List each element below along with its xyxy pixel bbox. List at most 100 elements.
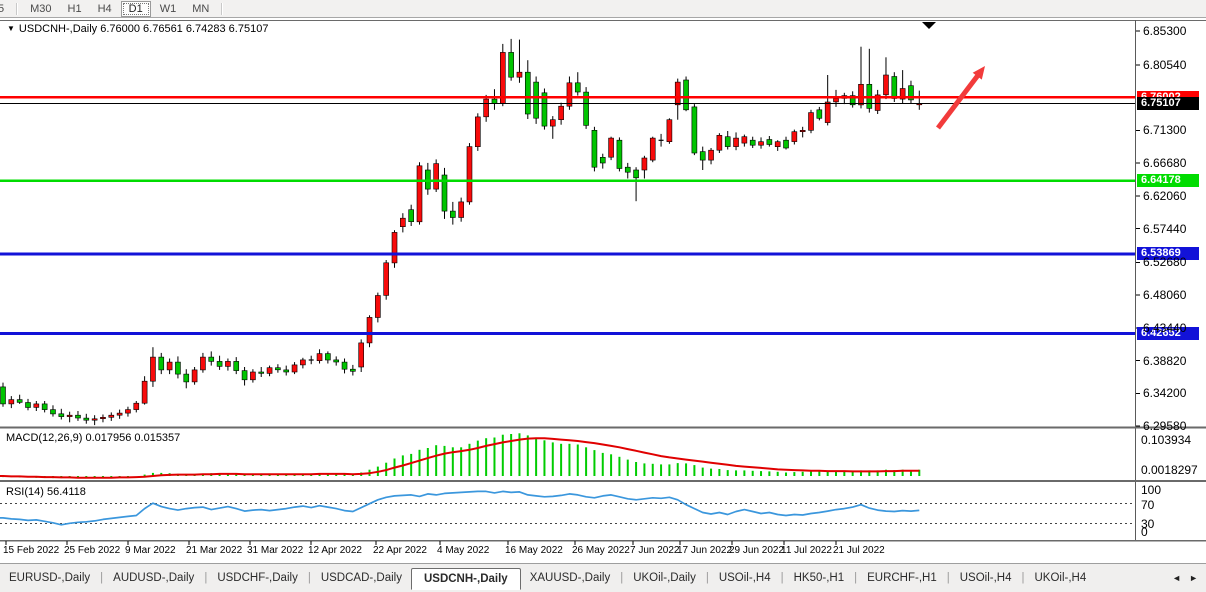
- candle-down: [58, 413, 65, 417]
- tab-separator: |: [1021, 572, 1025, 584]
- candle-down: [683, 79, 689, 111]
- tab-usdcnh-daily[interactable]: USDCNH-,Daily: [410, 567, 521, 590]
- candle-down: [333, 359, 340, 363]
- timeframe-button-5[interactable]: 5: [0, 2, 11, 16]
- candle-up: [266, 367, 273, 374]
- candle-up: [716, 135, 723, 151]
- timeframe-button-h1[interactable]: H1: [67, 2, 82, 15]
- symbol-tab-bar: EURUSD-,Daily | AUDUSD-,Daily | USDCHF-,Dail…: [0, 563, 1206, 592]
- tab-ukoil-daily[interactable]: UKOil-,Daily: [633, 572, 696, 584]
- candle-down: [524, 71, 531, 115]
- candle-down: [599, 157, 606, 164]
- tab-usdcad-daily[interactable]: USDCAD-,Daily: [320, 572, 402, 584]
- candle-up: [608, 137, 614, 158]
- tab-separator: |: [204, 572, 208, 584]
- candle-up: [649, 137, 656, 161]
- candle-down: [275, 367, 281, 371]
- timeframe-button-h4[interactable]: H4: [97, 2, 112, 15]
- candle-up: [91, 418, 98, 421]
- candle-down: [633, 169, 639, 179]
- tab-usoil-h4[interactable]: USOil-,H4: [718, 572, 771, 584]
- tab-scroll-right-icon[interactable]: ►: [1189, 573, 1198, 583]
- candle-up: [125, 409, 131, 414]
- tab-eurchf-h1[interactable]: EURCHF-,H1: [867, 572, 937, 584]
- tab-separator: |: [780, 572, 784, 584]
- candle-up: [475, 116, 481, 148]
- candle-up: [375, 295, 381, 318]
- tab-separator: |: [100, 572, 104, 584]
- candle-down: [491, 98, 498, 104]
- timeframe-button-d1[interactable]: D1: [120, 0, 151, 17]
- candle-up: [799, 130, 806, 133]
- candle-down: [533, 81, 539, 119]
- candle-up: [566, 82, 573, 107]
- candle-down: [183, 373, 190, 383]
- candle-up: [483, 98, 489, 118]
- candle-up: [416, 165, 423, 223]
- toolbar-separator: [16, 2, 19, 15]
- candle-up: [8, 399, 15, 405]
- object-anchor-marker-icon: [922, 22, 936, 29]
- candle-down: [574, 82, 581, 93]
- timeframe-button-w1[interactable]: W1: [159, 2, 177, 15]
- candle-up: [33, 403, 40, 408]
- trend-arrow-head[interactable]: [972, 66, 985, 80]
- candle-down: [341, 361, 348, 370]
- candle-down: [441, 174, 448, 212]
- candle-up: [874, 94, 881, 111]
- candle-up: [358, 342, 364, 368]
- tab-scroll-left-icon[interactable]: ◄: [1172, 573, 1182, 583]
- candle-up: [858, 84, 864, 106]
- candle-down: [208, 356, 215, 362]
- tab-hk50-h1[interactable]: HK50-,H1: [793, 572, 845, 584]
- candle-up: [674, 81, 681, 106]
- tab-usdchf-daily[interactable]: USDCHF-,Daily: [217, 572, 298, 584]
- candle-up: [899, 88, 906, 100]
- candle-up: [108, 414, 115, 418]
- candle-down: [75, 414, 81, 419]
- candle-up: [466, 146, 473, 203]
- candle-down: [0, 386, 6, 405]
- candle-up: [741, 136, 748, 144]
- candle-up: [791, 131, 798, 142]
- candle-up: [391, 232, 398, 264]
- tab-separator: |: [620, 572, 624, 584]
- candle-down: [408, 209, 414, 222]
- tab-xauusd-daily[interactable]: XAUUSD-,Daily: [529, 572, 611, 584]
- candle-down: [849, 95, 856, 106]
- candle-down: [541, 92, 548, 127]
- candle-down: [616, 139, 623, 169]
- candle-up: [116, 412, 123, 416]
- candle-down: [591, 130, 598, 168]
- candle-down: [216, 361, 223, 367]
- tab-separator: |: [705, 572, 709, 584]
- candle-down: [816, 109, 823, 119]
- tab-usoil-h4[interactable]: USOil-,H4: [959, 572, 1012, 584]
- candle-up: [833, 98, 839, 103]
- timeframe-button-mn[interactable]: MN: [192, 2, 210, 15]
- tab-separator: |: [946, 572, 950, 584]
- candle-up: [883, 74, 889, 96]
- candle-up: [133, 402, 140, 410]
- candle-up: [708, 149, 714, 161]
- candle-up: [758, 141, 764, 146]
- candle-down: [691, 106, 698, 154]
- trend-arrow[interactable]: [936, 70, 983, 130]
- candle-down: [749, 139, 756, 146]
- candle-up: [300, 359, 306, 366]
- candle-down: [508, 52, 514, 78]
- timeframe-button-m30[interactable]: M30: [30, 2, 52, 15]
- candle-up: [641, 157, 648, 171]
- tab-audusd-daily[interactable]: AUDUSD-,Daily: [113, 572, 195, 584]
- tab-eurusd-daily[interactable]: EURUSD-,Daily: [9, 572, 91, 584]
- candle-down: [258, 371, 265, 374]
- tab-scroll-buttons: ◄ ►: [1172, 573, 1206, 583]
- candle-down: [175, 361, 181, 375]
- candle-down: [241, 370, 248, 381]
- candle-up: [774, 141, 781, 147]
- tab-ukoil-h4[interactable]: UKOil-,H4: [1034, 572, 1087, 584]
- candle-up: [733, 137, 739, 147]
- candle-up: [366, 317, 373, 344]
- candle-up: [291, 364, 298, 373]
